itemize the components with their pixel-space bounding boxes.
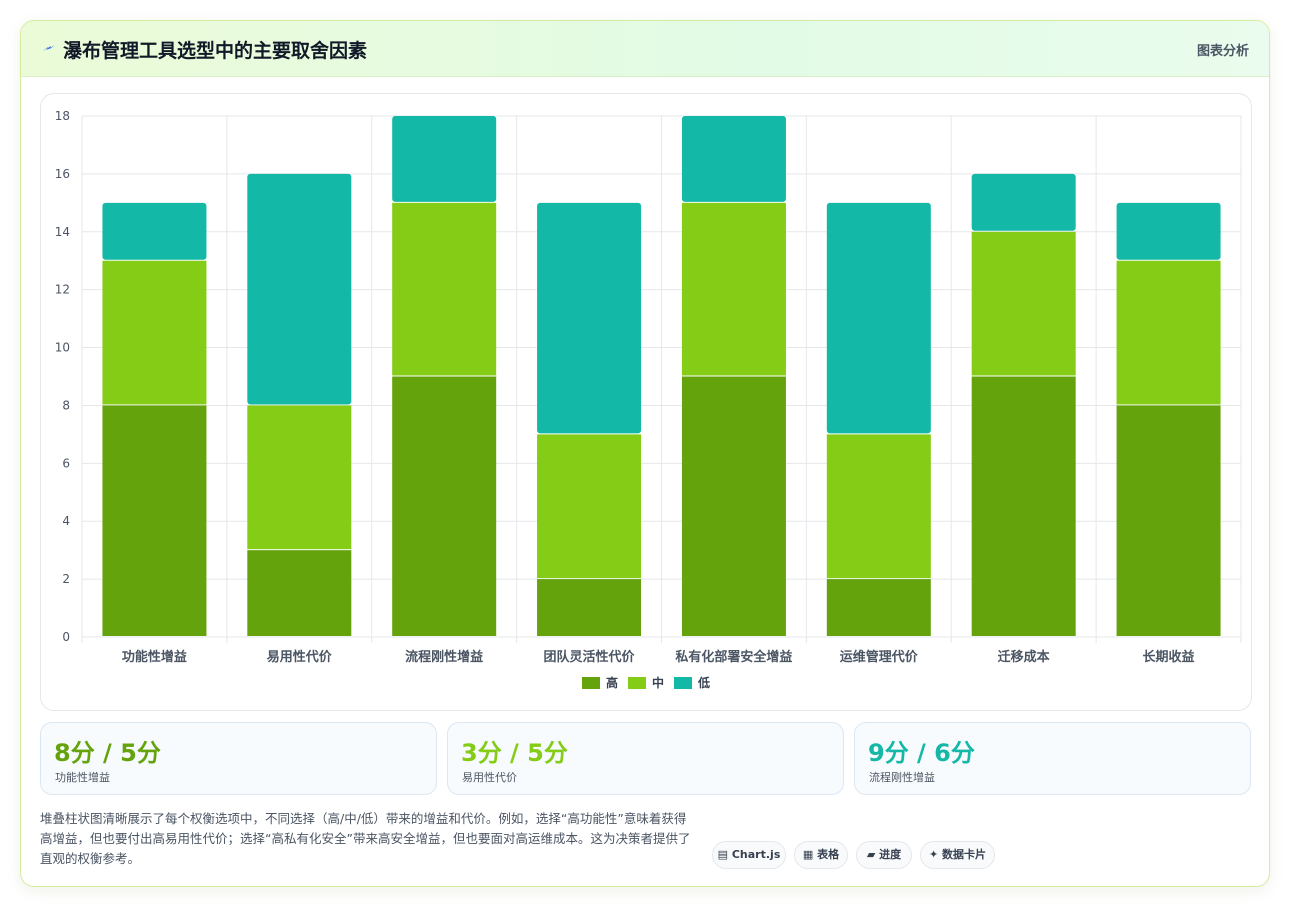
y-tick-label: 2 [62,572,70,586]
stat-card-2: 3分 / 5分 易用性代价 [447,722,844,795]
bar-segment [392,116,497,202]
bar-segment [102,260,207,405]
bar-segment [826,434,931,579]
stat-value: 9分 / 6分 [868,739,975,767]
bar-segment [1116,260,1221,405]
tag-chartjs[interactable]: ▤ Chart.js [712,841,786,869]
progress-icon: ▰ [866,848,876,861]
x-tick-label: 迁移成本 [998,649,1050,665]
bar-segment [681,202,786,376]
x-tick-label: 团队灵活性代价 [544,649,636,665]
page-title: 瀑布管理工具选型中的主要取舍因素 [63,40,368,62]
y-tick-label: 12 [55,283,70,297]
stat-label: 易用性代价 [462,771,517,784]
bar-segment [826,579,931,636]
stat-card-3: 9分 / 6分 流程刚性增益 [854,722,1251,795]
y-tick-label: 18 [55,109,70,123]
bar-segment [102,202,207,260]
bar-segment [1116,405,1221,636]
bar-segment [971,173,1076,231]
stat-label: 功能性增益 [55,771,110,784]
stat-card-1: 8分 / 5分 功能性增益 [40,722,437,795]
bar-segment [392,376,497,636]
bar-segment [247,405,352,550]
x-tick-label: 私有化部署安全增益 [675,649,792,665]
card-header: 瀑布管理工具选型中的主要取舍因素 图表分析 [21,21,1269,77]
y-tick-label: 6 [62,456,70,470]
y-tick-label: 14 [55,225,70,239]
stat-label: 流程刚性增益 [869,771,935,784]
bar-segment [537,202,642,434]
stat-value: 3分 / 5分 [461,739,568,767]
bar-segment [102,405,207,636]
tag-label: 进度 [879,848,902,861]
bar-segment [1116,202,1221,260]
tag-label: Chart.js [731,848,781,861]
header-badge[interactable]: 图表分析 [1196,44,1249,59]
y-tick-label: 0 [62,630,70,644]
sparkle-icon: ✦ [928,848,939,861]
main-card: 瀑布管理工具选型中的主要取舍因素 图表分析 0 2 4 6 8 10 12 14 16 18 功能性… [20,20,1270,887]
tag-label: 数据卡片 [942,848,987,861]
table-icon: ▦ [802,848,814,861]
bar-segment [681,376,786,636]
bar-segment [971,376,1076,636]
tag-table[interactable]: ▦ 表格 [794,841,848,869]
x-tick-label: 易用性代价 [267,649,333,665]
bar-segment [971,231,1076,376]
legend-swatch [582,677,600,689]
y-tick-label: 16 [55,167,70,181]
tag-data-card[interactable]: ✦ 数据卡片 [920,841,995,869]
tag-label: 表格 [817,848,840,861]
lightning-icon [43,45,55,51]
stat-value: 8分 / 5分 [54,739,161,767]
bar-segment [537,434,642,579]
legend-label: 高 [606,675,618,690]
x-tick-label: 运维管理代价 [840,649,919,665]
y-tick-label: 4 [62,514,70,528]
y-tick-label: 8 [62,398,70,412]
bar-segment [392,202,497,376]
chart-icon: ▤ [717,848,729,861]
x-tick-label: 流程刚性增益 [405,649,483,665]
x-tick-label: 长期收益 [1143,649,1195,665]
bar-segment [537,579,642,636]
bar-segment [826,202,931,434]
chart-description: 堆叠柱状图清晰展示了每个权衡选项中，不同选择（高/中/低）带来的增益和代价。例如… [40,811,691,866]
x-tick-label: 功能性增益 [122,649,187,665]
bar-segment [247,173,352,405]
tag-progress[interactable]: ▰ 进度 [856,841,912,869]
bar-segment [681,116,786,202]
bar-segment [247,550,352,636]
legend-label: 中 [652,675,664,690]
chart-panel: 0 2 4 6 8 10 12 14 16 18 功能性增益 易用性代价 流程刚性增益 团队灵活性代价 私有… [40,93,1252,711]
y-tick-label: 10 [55,341,70,355]
stacked-bar-chart: 0 2 4 6 8 10 12 14 16 18 功能性增益 易用性代价 流程刚性增益 团队灵活性代价 私有… [55,109,1242,690]
legend-swatch [628,677,646,689]
legend-swatch [674,677,692,689]
legend-label: 低 [697,675,710,690]
